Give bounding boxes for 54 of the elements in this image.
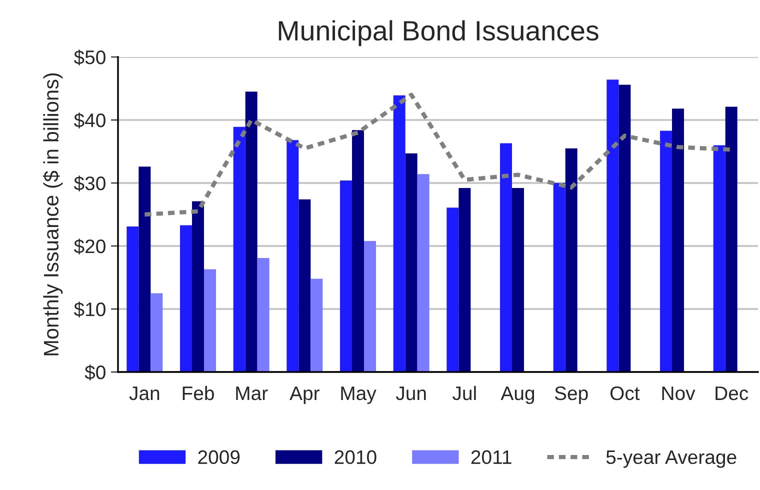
bar [126,226,139,372]
bar [138,166,151,372]
bar [417,174,430,372]
bar [405,153,418,372]
x-tick-label: Jun [396,386,426,400]
y-tick-label: $20 [74,238,106,254]
x-tick-label: Jul [452,386,476,400]
bar [233,126,246,372]
x-tick-label: Dec [716,386,748,400]
y-tick-label: $10 [74,302,106,318]
x-tick-label: Jan [129,386,160,400]
bar [672,108,684,372]
x-tick-label: Nov [662,386,696,400]
x-tick-label: May [341,386,376,404]
bar [364,240,376,372]
legend-label: 2009 [198,450,240,464]
legend-label: 5-year Average [606,450,736,468]
bar [713,145,726,372]
bar [553,183,566,372]
x-tick-label: Mar [236,386,268,400]
legend-label: 2010 [334,450,376,464]
bar [725,106,738,372]
bar [204,269,216,372]
bar [286,140,299,372]
x-tick-label: Feb [182,386,214,400]
bar [310,278,323,372]
x-tick-label: Oct [610,386,640,400]
bar [257,258,270,372]
bar [512,188,524,372]
bar [298,199,311,372]
y-tick-label: $30 [74,176,106,192]
y-tick-label: $40 [74,112,106,128]
bar [500,143,512,372]
bar [618,84,631,372]
bar [660,130,672,372]
y-axis-title: Monthly Issuance ($ in billions) [42,73,63,356]
bar [150,293,163,372]
x-tick-label: Apr [290,386,320,404]
chart-title: Municipal Bond Issuances [278,20,598,46]
bar [340,180,352,372]
bar [446,208,459,372]
bar [192,201,204,372]
bar [245,92,258,372]
x-tick-label: Sep [554,386,588,404]
bar [180,225,192,372]
bar [606,80,619,372]
bar [565,148,578,372]
legend-label: 2011 [471,450,512,464]
bar [352,130,364,372]
x-tick-label: Aug [500,386,534,404]
y-tick-label: $50 [74,50,106,66]
bar [458,188,471,372]
bar [393,95,406,372]
y-tick-label: $0 [84,364,106,380]
